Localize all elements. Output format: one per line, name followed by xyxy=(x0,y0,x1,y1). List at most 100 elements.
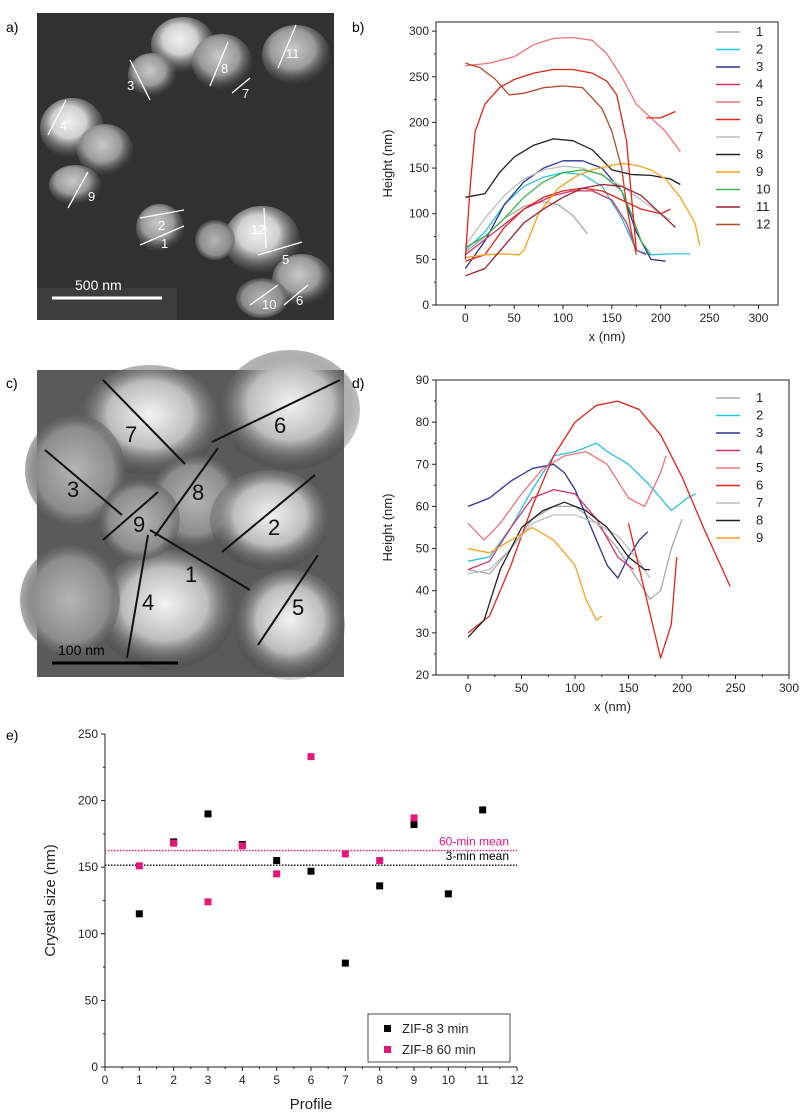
scatter-point-60min xyxy=(135,862,143,870)
legend-label-1: 1 xyxy=(756,24,763,39)
x-tick-label: 50 xyxy=(507,311,521,325)
scatter-point-3min xyxy=(444,890,452,898)
scatter-point-3min xyxy=(376,882,384,890)
afm-c-label-7: 7 xyxy=(125,422,137,447)
x-tick-label: 5 xyxy=(273,1073,280,1087)
legend-label-9: 9 xyxy=(756,530,763,545)
x-tick-label: 3 xyxy=(205,1073,212,1087)
scatter-point-3min xyxy=(410,821,418,829)
afm-a-label-6: 6 xyxy=(296,293,303,308)
series-line-6 xyxy=(467,400,731,634)
afm-a-label-4: 4 xyxy=(60,118,67,133)
x-tick-label: 4 xyxy=(239,1073,246,1087)
x-tick-label: 11 xyxy=(476,1073,489,1087)
series-line-extra-9 xyxy=(627,523,678,659)
x-tick-label: 100 xyxy=(553,311,573,325)
x-tick-label: 0 xyxy=(462,311,469,325)
legend-label-9: 9 xyxy=(756,164,763,179)
legend-label-3: 3 xyxy=(756,425,763,440)
afm-c-label-4: 4 xyxy=(142,590,154,615)
series-line-9 xyxy=(465,162,701,259)
panel-a-label: a) xyxy=(6,19,18,35)
x-tick-label: 0 xyxy=(102,1073,109,1087)
y-tick-label: 250 xyxy=(78,727,98,741)
x-tick-label: 300 xyxy=(748,311,768,325)
legend-label-5: 5 xyxy=(756,460,763,475)
y-tick-label: 0 xyxy=(91,1060,98,1074)
panel-e-label: e) xyxy=(6,727,18,743)
afm-c-label-3: 3 xyxy=(67,477,79,502)
x-tick-label: 150 xyxy=(602,311,622,325)
y-tick-label: 30 xyxy=(416,626,430,640)
legend-label-1: ZIF-8 60 min xyxy=(402,1042,476,1057)
scatter-point-3min xyxy=(341,959,349,967)
x-tick-label: 100 xyxy=(565,681,585,695)
y-tick-label: 90 xyxy=(416,373,430,387)
afm-a-label-9: 9 xyxy=(88,189,95,204)
scatter-point-3min xyxy=(307,867,315,875)
y-tick-label: 150 xyxy=(78,860,98,874)
legend-marker-1 xyxy=(384,1046,391,1053)
scatter-point-60min xyxy=(307,753,315,761)
x-tick-label: 200 xyxy=(651,311,671,325)
x-tick-label: 250 xyxy=(700,311,720,325)
legend-label-7: 7 xyxy=(756,129,763,144)
legend-label-4: 4 xyxy=(756,443,763,458)
legend-label-11: 11 xyxy=(756,199,770,214)
y-axis-title: Height (nm) xyxy=(380,494,395,562)
y-tick-label: 60 xyxy=(416,499,430,513)
chart-b: 0 50 100 150 200 250 300 0 50 100 150 200 250 300 x (n… xyxy=(380,21,779,344)
panel-c: c) 1 2 3 4 5 xyxy=(6,350,360,680)
panel-a: a) xyxy=(6,13,334,320)
series-line-4 xyxy=(464,190,647,256)
y-tick-label: 50 xyxy=(85,993,99,1007)
scatter-point-60min xyxy=(341,850,349,858)
x-tick-label: 10 xyxy=(442,1073,456,1087)
scalebar-c-label: 100 nm xyxy=(58,642,105,658)
series-line-3 xyxy=(467,463,649,579)
afm-c-label-8: 8 xyxy=(192,480,204,505)
scatter-point-3min xyxy=(135,910,143,918)
afm-a-label-10: 10 xyxy=(262,297,276,312)
legend-box xyxy=(367,1013,511,1063)
x-tick-label: 250 xyxy=(725,681,745,695)
legend-label-6: 6 xyxy=(756,478,763,493)
x-tick-label: 300 xyxy=(779,681,799,695)
legend-label-8: 8 xyxy=(756,147,763,162)
scatter-point-3min xyxy=(479,806,487,814)
reference-line-label-0: 60-min mean xyxy=(439,835,509,849)
afm-a-label-5: 5 xyxy=(282,252,289,267)
series-line-4 xyxy=(467,488,635,571)
afm-c-label-6: 6 xyxy=(274,413,286,438)
x-tick-label: 1 xyxy=(136,1073,143,1087)
panel-b-label: b) xyxy=(352,19,364,35)
y-tick-label: 50 xyxy=(416,252,430,266)
series-line-1 xyxy=(467,505,683,600)
legend-label-2: 2 xyxy=(756,408,763,423)
afm-profile-lines-a xyxy=(47,24,309,306)
legend-label-6: 6 xyxy=(756,112,763,127)
x-tick-label: 50 xyxy=(515,681,529,695)
afm-a-label-12: 12 xyxy=(251,222,265,237)
scatter-point-60min xyxy=(273,870,281,878)
y-tick-label: 80 xyxy=(416,415,430,429)
scatter-point-3min xyxy=(273,857,281,865)
x-axis-title: x (nm) xyxy=(589,329,626,344)
afm-grains-a xyxy=(37,17,332,320)
panel-c-label: c) xyxy=(6,375,18,391)
y-axis-title: Crystal size (nm) xyxy=(42,844,59,957)
afm-a-label-1: 1 xyxy=(161,236,168,251)
plot-frame xyxy=(435,379,790,676)
x-axis-title: Profile xyxy=(290,1096,333,1113)
afm-c-label-1: 1 xyxy=(185,562,197,587)
series-line-8 xyxy=(465,138,681,198)
y-tick-label: 100 xyxy=(78,927,98,941)
y-tick-label: 50 xyxy=(416,542,430,556)
series-line-11 xyxy=(465,183,676,277)
scatter-point-60min xyxy=(238,842,246,850)
y-tick-label: 100 xyxy=(409,207,429,221)
legend-label-3: 3 xyxy=(756,59,763,74)
legend-label-2: 2 xyxy=(756,42,763,57)
series-line-6 xyxy=(465,187,671,262)
series-line-12 xyxy=(465,62,637,255)
